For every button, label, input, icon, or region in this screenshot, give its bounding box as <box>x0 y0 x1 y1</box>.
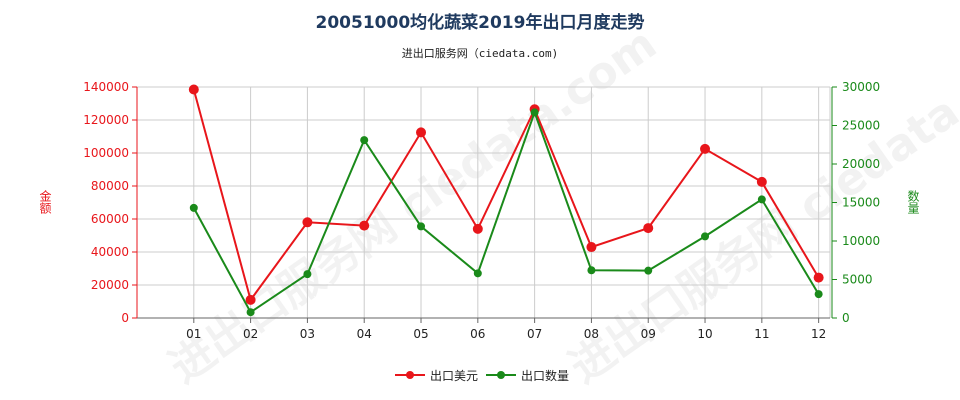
data-point-export-qty <box>360 136 369 145</box>
legend-label-export-value: 出口美元 <box>430 368 479 383</box>
y-right-tick-label: 5000 <box>842 273 873 287</box>
x-tick-label: 10 <box>697 327 712 341</box>
data-point-export-qty <box>814 290 823 299</box>
chart-title: 20051000均化蔬菜2019年出口月度走势 <box>315 13 645 33</box>
data-point-export-value <box>700 143 711 154</box>
data-point-export-value <box>472 223 483 234</box>
x-tick-label: 01 <box>186 327 201 341</box>
series-line-export-value <box>192 89 820 303</box>
legend-item-export-qty[interactable]: 出口数量 <box>486 366 569 384</box>
y-right-tick-label: 25000 <box>842 119 880 133</box>
x-tick-label: 03 <box>300 327 315 341</box>
data-point-export-value <box>359 220 370 231</box>
data-point-export-value <box>188 84 199 95</box>
y-left-tick-label: 20000 <box>91 278 129 292</box>
data-point-export-value <box>416 127 427 138</box>
data-point-export-qty <box>189 203 198 212</box>
y-right-tick-label: 30000 <box>842 80 880 94</box>
y-left-axis-label: 金额 <box>38 189 52 215</box>
data-point-export-value <box>643 223 654 234</box>
series-line-export-qty <box>192 109 820 314</box>
x-tick-label: 08 <box>584 327 599 341</box>
y-right-tick-label: 15000 <box>842 196 880 210</box>
y-right-tick-label: 0 <box>842 311 850 325</box>
data-point-export-value <box>756 176 767 187</box>
y-left-tick-label: 120000 <box>83 113 129 127</box>
data-point-export-qty <box>530 108 539 117</box>
legend-item-export-value[interactable]: 出口美元 <box>395 366 478 384</box>
y-right-tick-label: 20000 <box>842 157 880 171</box>
x-tick-label: 12 <box>811 327 826 341</box>
y-left-tick-label: 60000 <box>91 212 129 226</box>
x-tick-label: 09 <box>641 327 656 341</box>
y-left-tick-label: 40000 <box>91 245 129 259</box>
y-left-tick-label: 0 <box>121 311 129 325</box>
data-point-export-qty <box>303 270 312 279</box>
legend-marker-export-qty <box>486 371 516 379</box>
x-tick-label: 11 <box>754 327 769 341</box>
data-point-export-qty <box>473 269 482 278</box>
data-point-export-qty <box>417 222 426 231</box>
chart-subtitle: 进出口服务网（ciedata.com) <box>401 47 559 60</box>
y-right-tick-label: 10000 <box>842 234 880 248</box>
legend-label-export-qty: 出口数量 <box>521 368 570 383</box>
data-point-export-qty <box>644 266 653 275</box>
y-left-tick-label: 80000 <box>91 179 129 193</box>
x-tick-label: 04 <box>357 327 372 341</box>
data-point-export-value <box>245 294 256 305</box>
y-left-tick-label: 100000 <box>83 146 129 160</box>
data-point-export-value <box>586 242 597 253</box>
data-point-export-value <box>302 217 313 228</box>
data-point-export-qty <box>246 308 255 317</box>
data-point-export-qty <box>757 195 766 204</box>
data-point-export-qty <box>587 266 596 275</box>
x-tick-label: 05 <box>413 327 428 341</box>
legend-marker-export-value <box>395 371 425 379</box>
data-point-export-value <box>813 272 824 283</box>
y-right-axis-label: 数量 <box>906 189 920 214</box>
y-left-tick-label: 140000 <box>83 80 129 94</box>
x-tick-label: 07 <box>527 327 542 341</box>
data-point-export-qty <box>701 232 710 241</box>
x-tick-label: 02 <box>243 327 258 341</box>
x-tick-label: 06 <box>470 327 485 341</box>
